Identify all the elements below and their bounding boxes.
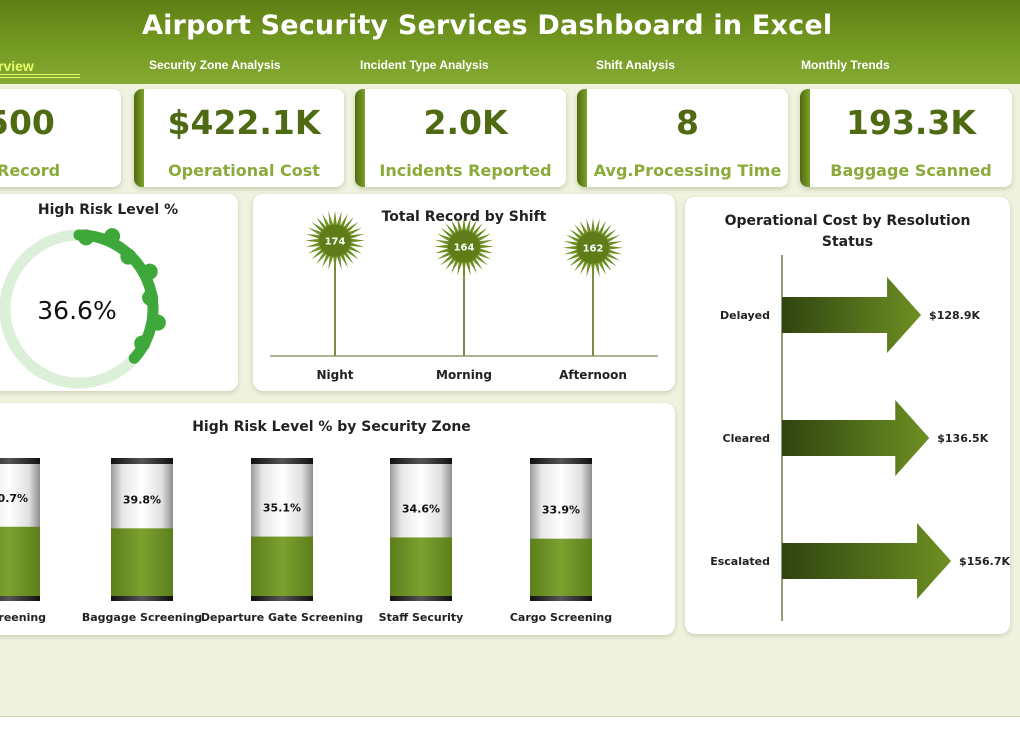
ring-decor-dot <box>120 248 137 265</box>
kpi-accent-bar <box>134 89 144 187</box>
kpi-label: l Record <box>0 161 61 180</box>
kpi-value: 8 <box>676 103 699 142</box>
resolution-category-label: Cleared <box>723 432 771 445</box>
tab-overview[interactable]: rview <box>0 58 34 74</box>
high-risk-ring-title: High Risk Level % <box>37 202 179 218</box>
zone-value-label: 40.7% <box>0 492 28 505</box>
resolution-title-line2: Status <box>821 234 874 250</box>
ring-decor-dots <box>78 228 166 352</box>
resolution-chart-title: Operational Cost by Resolution Status <box>685 211 1010 253</box>
zone-value-label: 39.8% <box>123 493 161 506</box>
dashboard-title: Airport Security Services Dashboard in E… <box>142 10 833 41</box>
tab-monthly-trends[interactable]: Monthly Trends <box>801 58 890 72</box>
kpi-card-incidents-reported: 2.0K Incidents Reported <box>355 89 566 187</box>
kpi-value: 193.3K <box>846 103 976 142</box>
resolution-arrow-bar <box>782 277 922 353</box>
zone-tube-bottom-cap <box>0 596 40 601</box>
shift-starburst-marker <box>563 217 623 278</box>
resolution-value-label: $136.5K <box>937 432 988 445</box>
shift-chart-panel: Total Record by Shift 174 Night 164 Morning… <box>253 194 675 391</box>
kpi-card-operational-cost: $422.1K Operational Cost <box>134 89 344 187</box>
resolution-title-line1: Operational Cost by Resolution <box>724 213 971 229</box>
kpi-card-total-record: 500 l Record <box>0 89 121 187</box>
zone-fill-bar <box>390 537 452 598</box>
zone-category-label: Cargo Screening <box>510 611 612 624</box>
shift-starburst-core <box>577 231 609 264</box>
resolution-value-label: $128.9K <box>929 309 980 322</box>
zone-fill-bar <box>530 538 592 598</box>
kpi-value: 2.0K <box>423 103 508 142</box>
tab-incident-type-analysis[interactable]: Incident Type Analysis <box>360 58 489 72</box>
zone-tube-top-cap <box>111 458 173 464</box>
zone-tube-bottom-cap <box>111 596 173 601</box>
shift-value-label: 162 <box>583 244 604 255</box>
active-tab-underline <box>0 74 80 78</box>
zone-value-label: 33.9% <box>542 504 580 517</box>
shift-category-label: Morning <box>436 368 492 382</box>
zone-tube-top-cap <box>390 458 452 464</box>
zone-chart: 40.7% -in Screening 39.8% Baggage Screening… <box>0 458 612 624</box>
kpi-accent-bar <box>355 89 365 187</box>
ring-decor-dot <box>142 289 159 306</box>
shift-starburst-marker <box>434 216 494 277</box>
ring-decor-dot <box>78 229 95 246</box>
kpi-accent-bar <box>800 89 810 187</box>
zone-value-label: 35.1% <box>263 502 301 515</box>
resolution-arrow-bar <box>782 400 930 476</box>
zone-category-label: -in Screening <box>0 611 46 624</box>
shift-value-label: 174 <box>325 237 346 248</box>
resolution-chart-panel: Operational Cost by Resolution Status De… <box>685 197 1010 634</box>
zone-fill-bar <box>251 536 313 598</box>
zone-chart-title: High Risk Level % by Security Zone <box>192 419 471 435</box>
shift-starburst-marker <box>305 210 365 271</box>
zone-tube-top-cap <box>530 458 592 464</box>
resolution-chart: Delayed $128.9K Cleared $136.5K Escalated $15… <box>710 255 1010 621</box>
dashboard-header: Airport Security Services Dashboard in E… <box>0 0 1020 84</box>
sheet-footer-strip <box>0 716 1020 732</box>
shift-starburst-core <box>319 224 351 257</box>
ring-decor-dot <box>134 335 151 352</box>
zone-category-label: Departure Gate Screening <box>201 611 363 624</box>
high-risk-ring-panel: High Risk Level % 36.6% <box>0 194 238 391</box>
ring-decor-dot <box>104 228 121 245</box>
kpi-label: Incidents Reported <box>379 161 552 180</box>
shift-category-label: Night <box>316 368 353 382</box>
kpi-card-baggage-scanned: 193.3K Baggage Scanned <box>800 89 1012 187</box>
shift-value-label: 164 <box>454 243 475 254</box>
ring-value-label: 36.6% <box>37 296 116 325</box>
kpi-value: 500 <box>0 103 55 142</box>
zone-fill-bar <box>111 528 173 598</box>
zone-category-label: Baggage Screening <box>82 611 202 624</box>
zone-value-label: 34.6% <box>402 502 440 515</box>
kpi-label: Avg.Processing Time <box>593 161 782 180</box>
kpi-label: Baggage Scanned <box>830 161 992 180</box>
kpi-card-avg-processing-time: 8 Avg.Processing Time <box>577 89 788 187</box>
zone-tube-bottom-cap <box>251 596 313 601</box>
resolution-category-label: Escalated <box>710 555 770 568</box>
resolution-arrow-bar <box>782 523 952 599</box>
zone-chart-panel: High Risk Level % by Security Zone 40.7%… <box>0 403 675 635</box>
zone-fill-bar <box>0 526 40 598</box>
ring-decor-dot <box>141 263 158 280</box>
ring-decor-dot <box>149 314 166 331</box>
zone-tube-bottom-cap <box>530 596 592 601</box>
zone-tube-top-cap <box>0 458 40 464</box>
shift-category-label: Afternoon <box>559 368 627 382</box>
resolution-category-label: Delayed <box>720 309 770 322</box>
tab-security-zone-analysis[interactable]: Security Zone Analysis <box>149 58 281 72</box>
kpi-label: Operational Cost <box>168 161 320 180</box>
tab-shift-analysis[interactable]: Shift Analysis <box>596 58 675 72</box>
shift-starburst-core <box>448 230 480 263</box>
kpi-value: $422.1K <box>167 103 321 142</box>
shift-chart: 174 Night 164 Morning 162 Afternoon <box>270 210 658 382</box>
zone-tube-top-cap <box>251 458 313 464</box>
kpi-accent-bar <box>577 89 587 187</box>
resolution-value-label: $156.7K <box>959 555 1010 568</box>
high-risk-ring-chart: 36.6% <box>0 228 166 389</box>
zone-tube-bottom-cap <box>390 596 452 601</box>
zone-category-label: Staff Security <box>379 611 464 624</box>
